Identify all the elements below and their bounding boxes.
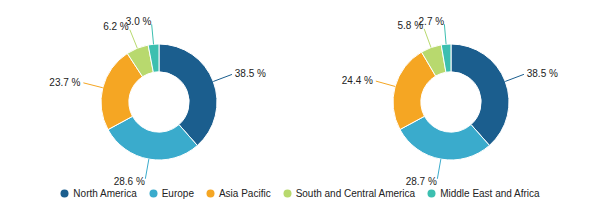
svg-text:38.5 %: 38.5 % [527, 68, 558, 79]
svg-text:2.7 %: 2.7 % [419, 16, 445, 27]
html-text:Europe: Europe [161, 188, 194, 199]
html-text:Middle East and Africa: Middle East and Africa [440, 188, 540, 199]
html-text:Asia Pacific: Asia Pacific [219, 188, 271, 199]
svg-text:6.2 %: 6.2 % [103, 21, 129, 33]
svg-text:38.5 %: 38.5 % [235, 68, 266, 79]
svg-text:28.7 %: 28.7 % [406, 176, 437, 186]
html-text:North America: North America [73, 188, 137, 199]
svg-text:23.7 %: 23.7 % [49, 77, 80, 88]
svg-text:24.4 %: 24.4 % [342, 75, 373, 86]
svg-text:5.8 %: 5.8 % [397, 20, 424, 32]
svg-text:3.0 %: 3.0 % [126, 16, 152, 27]
svg-text:28.6 %: 28.6 % [114, 176, 145, 186]
html-text:South and Central America: South and Central America [295, 188, 416, 199]
